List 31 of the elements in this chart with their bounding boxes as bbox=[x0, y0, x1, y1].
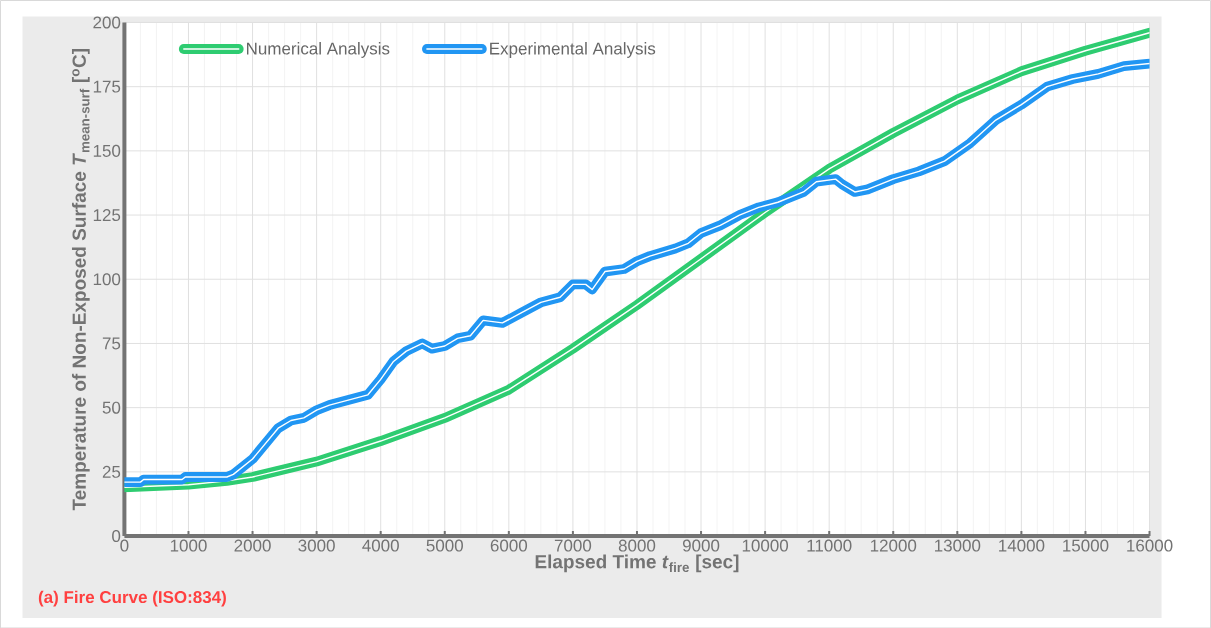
y-tick-label: 125 bbox=[93, 208, 121, 221]
x-tick-label: 0 bbox=[120, 539, 129, 552]
y-tick-label: 150 bbox=[93, 144, 121, 157]
x-tick-label: 1000 bbox=[170, 539, 207, 552]
x-axis-title: Elapsed Time t$_{fire}$ [sec] bbox=[535, 554, 739, 572]
legend-label: Numerical Analysis bbox=[247, 41, 390, 58]
y-tick-label: 175 bbox=[93, 80, 121, 93]
x-tick-label: 11000 bbox=[807, 539, 852, 552]
y-tick-label: 0 bbox=[112, 529, 121, 542]
x-tick-label: 15000 bbox=[1063, 539, 1109, 552]
y-tick-label: 50 bbox=[102, 401, 121, 414]
x-tick-label: 13000 bbox=[935, 539, 981, 552]
x-tick-label: 6000 bbox=[490, 539, 528, 552]
x-tick-label: 14000 bbox=[999, 539, 1045, 552]
x-tick-label: 2000 bbox=[234, 539, 271, 552]
x-tick-label: 9000 bbox=[682, 539, 720, 552]
x-tick-label: 12000 bbox=[870, 539, 917, 552]
x-tick-label: 4000 bbox=[362, 539, 399, 552]
x-tick-label: 16000 bbox=[1127, 539, 1173, 552]
y-tick-label: 75 bbox=[102, 337, 121, 350]
y-tick-label: 100 bbox=[93, 273, 121, 286]
x-tick-label: 7000 bbox=[554, 539, 592, 552]
x-tick-label: 3000 bbox=[298, 539, 335, 552]
y-tick-label: 25 bbox=[102, 465, 121, 478]
x-tick-label: 10000 bbox=[742, 539, 789, 552]
x-tick-label: 8000 bbox=[618, 539, 656, 552]
y-tick-label: 200 bbox=[93, 16, 121, 29]
text: (a) Fire Curve (ISO:834) bbox=[38, 590, 226, 607]
y-axis-title: Temperature of Non-Exposed Surface T$_{mean-surf}$ [$^{o}$C] bbox=[71, 48, 90, 511]
x-tick-label: 5000 bbox=[426, 539, 463, 552]
legend-label: Experimental Analysis bbox=[490, 41, 656, 58]
